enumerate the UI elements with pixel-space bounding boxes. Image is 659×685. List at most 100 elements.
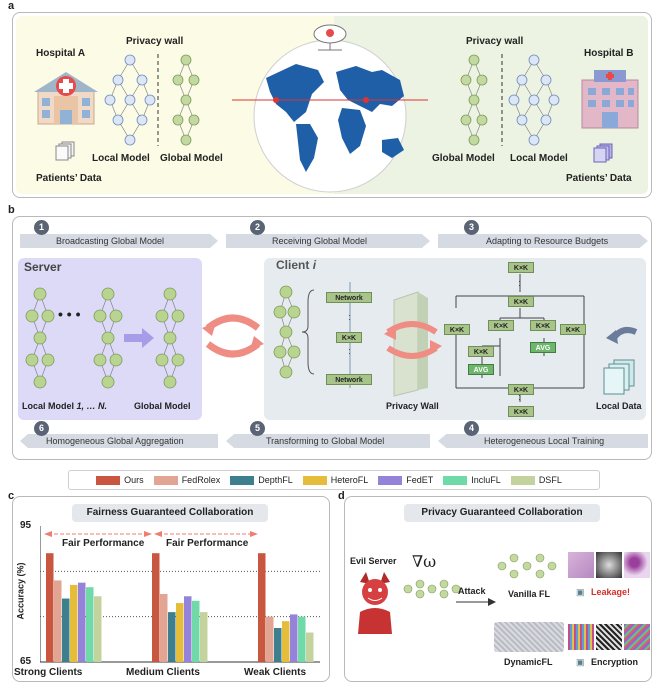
legend-swatch	[153, 475, 178, 485]
local-models-label: Local Model 1, … N.	[22, 401, 107, 411]
svg-text:·: ·	[518, 276, 521, 286]
step-5-bar	[226, 434, 430, 448]
leaked-image-2	[596, 552, 622, 578]
vanilla-fl-network-icon	[494, 548, 560, 584]
legend-item-inclufl: IncluFL	[443, 475, 501, 485]
local-data-label: Local Data	[596, 401, 642, 411]
server-ellipsis: • • •	[58, 306, 81, 322]
fair-arrow-1-head-right	[144, 531, 152, 537]
svg-text:·: ·	[518, 394, 521, 404]
legend-item-fedrolex: FedRolex	[153, 475, 220, 485]
encryption-label: Encryption	[591, 657, 639, 667]
fair-performance-label-2: Fair Performance	[166, 538, 249, 549]
leakage-row: ▣ Leakage!	[576, 587, 630, 598]
evil-server-label: Evil Server	[350, 556, 397, 566]
fair-arrow-2-head-right	[250, 531, 258, 537]
avg-block-2: AVG	[468, 364, 494, 375]
kk-block-low: K×K	[468, 346, 494, 357]
server-models	[25, 287, 185, 389]
legend-label: HeteroFL	[330, 475, 369, 485]
local-model-left-label: Local Model	[92, 153, 150, 164]
hospital-a-label: Hospital A	[36, 48, 86, 59]
gradient-symbol: ∇ω	[412, 552, 437, 571]
svg-text:·: ·	[348, 345, 351, 354]
step-1-label: Broadcasting Global Model	[56, 236, 165, 246]
legend-swatch	[443, 475, 468, 485]
cube-icon: ▣	[576, 587, 585, 597]
legend-label: DSFL	[538, 475, 562, 485]
client-network-top: Network	[326, 292, 372, 303]
exchange-arrows-icon	[202, 314, 264, 358]
client-index: i	[312, 258, 317, 272]
panel-b-letter: b	[8, 204, 15, 216]
bar-heterofl-2	[176, 603, 184, 662]
svg-text:·: ·	[518, 280, 521, 290]
step-6-bar	[20, 434, 218, 448]
y-tick-bottom: 65	[20, 656, 32, 667]
legend-item-heterofl: HeteroFL	[302, 475, 369, 485]
step-2-bar	[226, 234, 430, 248]
step-1-number: 1	[34, 220, 49, 235]
hospital-a-icon	[34, 72, 98, 125]
bar-fedrolex-1	[54, 580, 62, 662]
panel-d-title: Privacy Guaranteed Collaboration	[404, 504, 600, 522]
leakage-label: Leakage!	[591, 587, 631, 597]
encrypted-image-2	[596, 624, 622, 650]
panel-d-frame	[344, 496, 652, 682]
step-4-bar	[438, 434, 648, 448]
panel-c-letter: c	[8, 490, 15, 502]
bar-dsfl-3	[306, 632, 314, 662]
fair-arrow-1-head-left	[44, 531, 52, 537]
legend-label: DepthFL	[258, 475, 293, 485]
panel-a-right-networks	[460, 54, 560, 146]
encrypted-image-1	[568, 624, 594, 650]
local-model-right-label: Local Model	[510, 153, 568, 164]
svg-text:·: ·	[518, 390, 521, 400]
panel-b-frame	[12, 216, 652, 460]
bar-heterofl-3	[282, 621, 290, 662]
legend-swatch	[510, 475, 535, 485]
legend-label: IncluFL	[471, 475, 501, 485]
privacy-wall-label: Privacy Wall	[386, 401, 439, 411]
legend-swatch	[230, 475, 255, 485]
panel-c-title: Fairness Guaranteed Collaboration	[72, 504, 268, 522]
avg-block-1: AVG	[530, 342, 556, 353]
world-map-globe	[232, 24, 428, 193]
patients-data-right-label: Patients’ Data	[566, 173, 632, 184]
attack-label: Attack	[458, 586, 486, 596]
bar-depthfl-3	[274, 628, 282, 662]
legend-label: FedET	[406, 475, 434, 485]
y-tick-top: 95	[20, 520, 32, 531]
cube-icon: ▣	[576, 657, 585, 667]
bar-dsfl-2	[200, 612, 208, 662]
bar-dsfl-1	[94, 596, 102, 662]
bar-ours-3	[258, 553, 266, 662]
kk-block-bottom-2: K×K	[508, 406, 534, 417]
legend-swatch	[302, 475, 327, 485]
bar-inclufl-1	[86, 587, 94, 662]
global-model-left-label: Global Model	[160, 153, 223, 164]
step-4-label: Heterogeneous Local Training	[484, 436, 605, 446]
step-6-label: Homogeneous Global Aggregation	[46, 436, 184, 446]
local-models-index: 1, … N.	[76, 401, 108, 411]
step-2-label: Receiving Global Model	[272, 236, 368, 246]
client-box	[264, 258, 646, 420]
bar-fedet-3	[290, 614, 298, 662]
kk-block-left: K×K	[444, 324, 470, 335]
step-1-bar	[20, 234, 218, 248]
step-3-bar	[438, 234, 648, 248]
fair-arrow-2-head-left	[154, 531, 162, 537]
bar-ours-2	[152, 553, 160, 662]
kk-block-mid-1: K×K	[488, 320, 514, 331]
step-6-number: 6	[34, 421, 49, 436]
legend-item-dsfl: DSFL	[510, 475, 562, 485]
patients-data-right-icon	[593, 143, 613, 163]
server-global-model-label: Global Model	[134, 401, 191, 411]
svg-text:·: ·	[348, 311, 351, 320]
patients-data-left-label: Patients’ Data	[36, 173, 102, 184]
legend: Ours FedRolex DepthFL HeteroFL FedET Inc…	[68, 470, 600, 490]
legend-swatch	[96, 475, 121, 485]
step-2-number: 2	[250, 220, 265, 235]
resource-structure-lines: ·· ··	[455, 274, 585, 404]
local-models-label-text: Local Model	[22, 401, 75, 411]
